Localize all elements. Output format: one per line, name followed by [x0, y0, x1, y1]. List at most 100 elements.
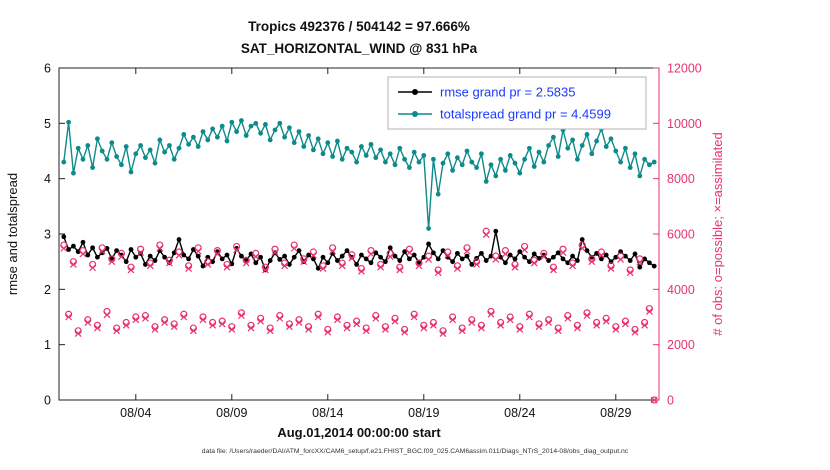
y-right-tick-label: 12000	[667, 62, 702, 76]
totalspread-marker	[603, 144, 609, 149]
rmse-marker	[464, 253, 470, 259]
rmse-marker	[455, 250, 460, 256]
assimilated-marker	[146, 262, 154, 270]
legend: rmse grand pr = 2.5835 totalspread grand…	[387, 76, 647, 130]
assimilated-marker	[525, 313, 533, 321]
rmse-marker	[421, 254, 427, 260]
totalspread-marker	[282, 134, 287, 140]
rmse-marker	[210, 259, 216, 265]
x-tick-label: 08/14	[312, 406, 343, 420]
assimilated-marker	[506, 316, 514, 324]
totalspread-marker	[119, 162, 124, 168]
possible-marker	[98, 244, 106, 252]
rmse-marker	[627, 258, 633, 263]
rmse-marker	[512, 256, 518, 262]
assimilated-marker	[405, 249, 413, 256]
assimilated-marker	[329, 247, 337, 255]
totalspread-marker	[608, 136, 614, 142]
totalspread-marker	[191, 134, 196, 140]
rmse-line	[63, 231, 655, 272]
totalspread-marker	[224, 138, 230, 144]
totalspread-marker	[392, 162, 398, 168]
rmse-marker	[498, 254, 503, 260]
totalspread-marker	[411, 149, 417, 155]
assimilated-marker	[261, 266, 269, 274]
rmse-marker	[603, 252, 609, 258]
assimilated-marker	[271, 249, 279, 256]
totalspread-marker	[157, 137, 163, 143]
rmse-marker	[531, 251, 537, 257]
rmse-marker	[431, 250, 436, 256]
rmse-marker	[325, 260, 331, 266]
assimilated-marker	[122, 321, 130, 329]
totalspread-marker	[263, 122, 268, 127]
rmse-marker	[176, 237, 182, 242]
totalspread-marker	[296, 129, 302, 135]
x-tick-label: 08/09	[216, 406, 247, 420]
possible-marker	[252, 249, 260, 257]
totalspread-marker	[632, 151, 638, 157]
assimilated-marker	[530, 259, 538, 267]
assimilated-marker	[458, 327, 466, 335]
assimilated-marker	[151, 326, 159, 333]
totalspread-marker	[291, 140, 297, 146]
totalspread-marker	[147, 147, 153, 153]
rmse-marker	[114, 248, 119, 254]
rmse-marker	[239, 253, 244, 259]
rmse-marker	[570, 253, 575, 259]
totalspread-marker	[531, 164, 537, 169]
totalspread-marker	[474, 165, 479, 171]
rmse-marker	[647, 260, 652, 266]
totalspread-marker	[584, 132, 590, 137]
totalspread-marker	[344, 145, 350, 151]
totalspread-marker	[623, 145, 628, 151]
y-axis-left-label: rmse and totalspread	[5, 173, 20, 295]
assimilated-marker	[377, 263, 385, 271]
series-assimilated	[60, 231, 658, 404]
rmse-marker	[536, 255, 542, 261]
possible-marker	[444, 248, 452, 256]
assimilated-marker	[74, 330, 82, 338]
totalspread-marker	[575, 156, 580, 162]
totalspread-marker	[99, 148, 105, 154]
totalspread-marker	[618, 159, 623, 165]
rmse-marker	[282, 253, 287, 259]
assimilated-marker	[429, 321, 437, 329]
totalspread-marker	[522, 156, 527, 162]
assimilated-marker	[468, 319, 476, 326]
rmse-marker	[483, 258, 489, 263]
rmse-marker	[599, 256, 604, 262]
rmse-marker	[354, 262, 359, 267]
assimilated-marker	[564, 314, 572, 322]
assimilated-marker	[578, 244, 586, 252]
possible-marker	[597, 248, 606, 256]
rmse-marker	[219, 256, 225, 262]
assimilated-marker	[583, 312, 591, 320]
assimilated-marker	[425, 256, 433, 263]
assimilated-marker	[593, 321, 601, 329]
rmse-marker	[373, 250, 379, 256]
assimilated-marker	[338, 262, 346, 270]
rmse-marker	[397, 258, 403, 263]
totalspread-marker	[488, 162, 494, 168]
assimilated-marker	[252, 253, 260, 261]
assimilated-marker	[473, 261, 481, 268]
assimilated-marker	[204, 261, 212, 268]
possible-marker	[156, 241, 164, 249]
totalspread-marker	[109, 140, 115, 146]
y-axis-right-label: # of obs: o=possible; ×=assimilated	[710, 132, 725, 335]
assimilated-marker	[362, 327, 370, 335]
assimilated-marker	[247, 324, 255, 332]
y-left-tick-label: 2	[44, 283, 51, 297]
assimilated-marker	[137, 249, 145, 256]
possible-marker	[425, 252, 433, 260]
assimilated-marker	[650, 396, 658, 404]
x-tick-label: 08/29	[600, 406, 631, 420]
axes: 0 1 2 3 4 5 6 0 2000 4000 6000 8000 10000 12000 08/04 0…	[44, 62, 702, 421]
rmse-marker	[565, 260, 571, 266]
rmse-marker	[392, 253, 398, 259]
assimilated-marker	[98, 247, 106, 255]
assimilated-marker	[444, 251, 452, 259]
rmse-marker	[306, 252, 311, 258]
